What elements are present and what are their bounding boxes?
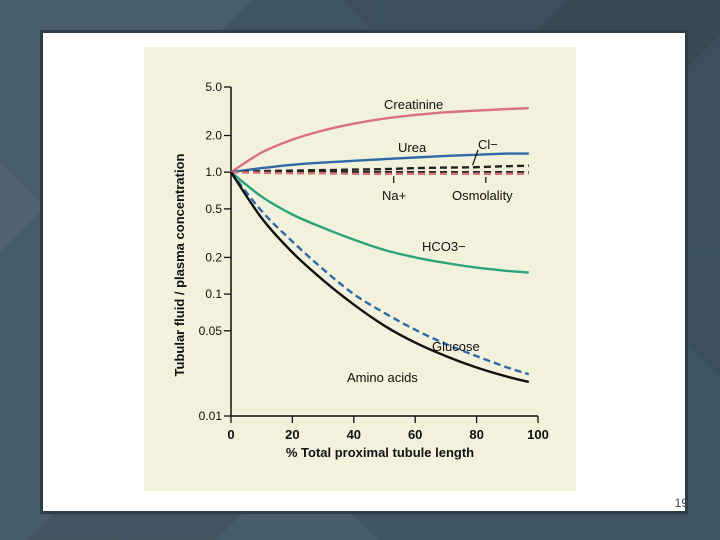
series-line-glucose (230, 171, 530, 376)
x-tick-label: 60 (408, 427, 422, 442)
y-tick-label: 2.0 (205, 129, 222, 143)
y-tick-label: 5.0 (205, 80, 222, 94)
axes (230, 87, 538, 417)
y-axis-label: Tubular fluid / plasma concentration (172, 153, 187, 376)
x-tick-label: 40 (347, 427, 361, 442)
label-osmolality: Osmolality (452, 188, 513, 203)
label-creatinine: Creatinine (384, 97, 443, 112)
x-tick-label: 80 (469, 427, 483, 442)
x-axis-label: % Total proximal tubule length (286, 445, 474, 460)
label-na: Na+ (382, 188, 406, 203)
chart: 0.010.050.10.20.51.02.05.0 0 20 40 60 80 100 … (172, 80, 549, 460)
label-amino-acids: Amino acids (347, 370, 418, 385)
annotation-leaders (393, 149, 487, 183)
y-tick-label: 0.05 (199, 324, 223, 338)
series-line-creatinine (230, 107, 529, 174)
x-tick-label: 0 (227, 427, 234, 442)
slide-number: 19 (674, 496, 688, 510)
y-ticks: 0.01 0.05 0.1 0.2 0.5 1.0 2.0 5.0 (199, 80, 231, 423)
series-line-hco3 (230, 171, 529, 274)
label-glucose: Glucose (432, 339, 480, 354)
y-tick-label: 0.1 (205, 287, 222, 301)
series-line-cl (230, 164, 529, 174)
y-tick-label: 0.01 (199, 409, 223, 423)
chart-panel: 0.01 0.05 0.1 0.2 0.5 1.0 2.0 5.0 0 20 40 60 80 100 … (144, 47, 576, 491)
series-line-urea (230, 152, 529, 174)
series-lines (229, 107, 530, 384)
x-tick-label: 20 (285, 427, 299, 442)
x-ticks: 0 20 40 60 80 100 (227, 416, 549, 442)
label-hco3: HCO3− (422, 239, 466, 254)
y-tick-label: 0.2 (205, 250, 222, 264)
label-cl: Cl− (478, 137, 498, 152)
label-urea: Urea (398, 140, 427, 155)
series-line-amino-acids (229, 171, 530, 384)
y-tick-label: 0.5 (205, 202, 222, 216)
series-line-osmolality (230, 171, 529, 176)
x-tick-label: 100 (527, 427, 549, 442)
leader-cl (472, 149, 479, 166)
y-tick-label: 1.0 (205, 165, 222, 179)
